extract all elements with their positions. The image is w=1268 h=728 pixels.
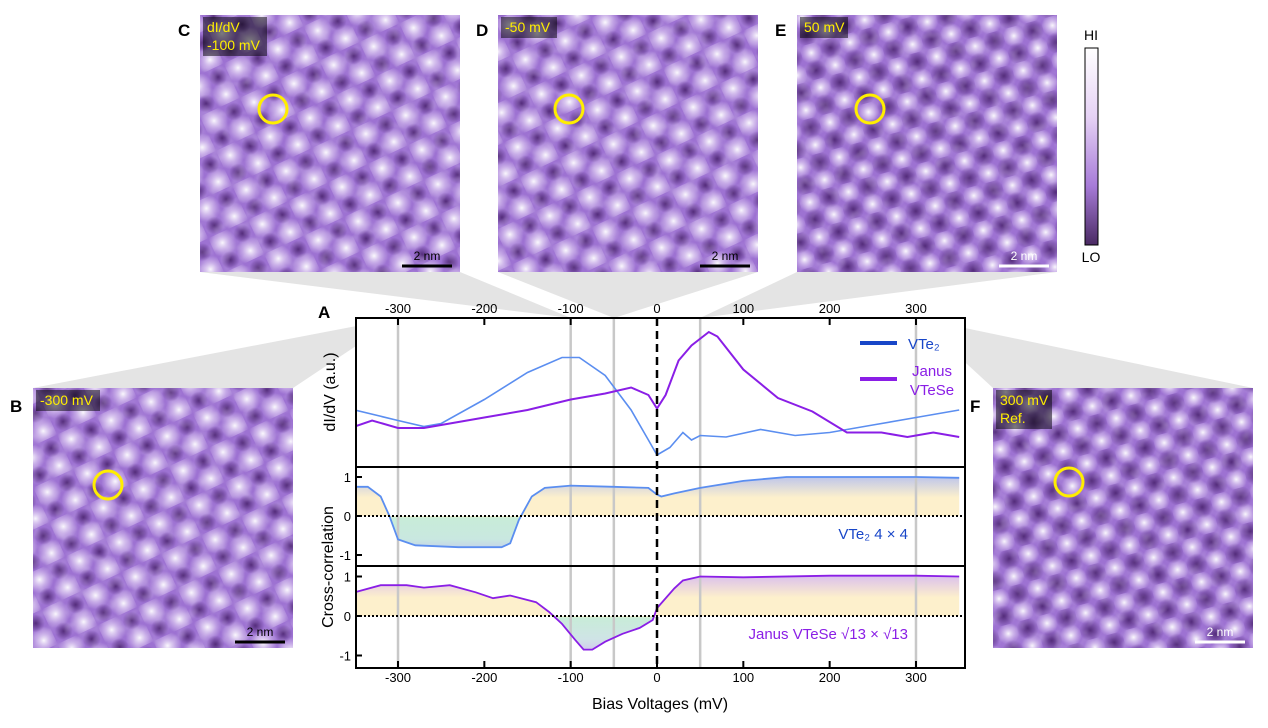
map-noise [797,15,1057,272]
scale-bar-label: 2 nm [1011,249,1038,263]
map-label-box [800,17,848,38]
map-label: 300 mV [1000,392,1049,408]
stm-map-d: -50 mV 2 nm D [476,15,758,272]
spectra-plot: -300-300-200-200-100-1000010010020020030… [320,301,966,713]
annotation-vte2: VTe₂ 4 × 4 [838,526,908,543]
y-axis-label-cross-correlation: Cross-correlation [320,506,337,628]
highlight-circle [257,93,289,125]
y-axis-label-didv: dI/dV (a.u.) [322,352,339,431]
map-label-box [36,390,100,411]
panel-letter-a: A [318,303,330,322]
funnel-c [200,272,571,318]
map-label: Ref. [1000,410,1026,426]
map-label: 50 mV [804,19,845,35]
y-tick-label: 0 [344,509,351,524]
x-tick-label-bottom: -100 [558,670,584,685]
stm-map-c: dI/dV -100 mV 2 nm C [178,15,460,272]
x-axis-label: Bias Voltages (mV) [592,696,728,713]
legend: VTe₂ Janus VTeSe [860,336,954,399]
highlight-circle [854,93,886,125]
funnel-b [33,318,398,388]
funnel-f [917,318,1253,388]
x-tick-label-top: 100 [732,301,754,316]
colorbar-low: LO [1082,249,1101,265]
x-tick-label-top: -300 [385,301,411,316]
plot-frame [355,317,966,669]
scale-bar-label: 2 nm [1207,625,1234,639]
panel-letter-b: B [10,397,22,416]
map-label: dI/dV [207,19,240,35]
scale-bar-label: 2 nm [247,625,274,639]
x-tick-label-bottom: 100 [732,670,754,685]
x-tick-label-bottom: 300 [905,670,927,685]
map-label-box [996,390,1052,429]
highlight-circle [92,469,124,501]
annotation-janus: Janus VTeSe √13 × √13 [749,626,909,643]
correlation-curve-vte2 [356,476,960,549]
stm-map-e: 50 mV 2 nm E [775,15,1057,272]
panel-letter-c: C [178,21,190,40]
x-tick-label-top: 0 [653,301,660,316]
x-tick-label-top: 300 [905,301,927,316]
x-tick-label-bottom: 0 [653,670,660,685]
map-label: -100 mV [207,37,261,53]
stm-map-b: -300 mV 2 nm B [10,388,293,648]
x-tick-label-top: -200 [471,301,497,316]
funnel-d [498,272,758,318]
connector-funnels [33,272,1253,388]
stm-map-f: 300 mV Ref. 2 nm F [970,388,1253,648]
correlation-curve-janus [356,574,960,651]
y-tick-label: -1 [339,548,351,563]
y-tick-label: 1 [344,470,351,485]
x-tick-label-bottom: 200 [819,670,841,685]
y-tick-label: 0 [344,609,351,624]
x-tick-label-top: 200 [819,301,841,316]
colorbar-scale [1084,47,1099,246]
panel-letter-e: E [775,21,786,40]
scale-bar-label: 2 nm [414,249,441,263]
didv-curve-janus [356,330,960,439]
map-label: -50 mV [505,19,551,35]
map-label-box [501,17,557,38]
highlight-circle [553,93,585,125]
funnel-e [700,272,1057,318]
colorbar-high: HI [1084,27,1098,43]
x-tick-label-bottom: -300 [385,670,411,685]
x-tick-label-bottom: -200 [471,670,497,685]
x-tick-label-top: -100 [558,301,584,316]
map-label-box [203,17,267,56]
correlation-fill-janus [356,575,960,650]
correlation-fill-vte2 [356,477,960,548]
y-tick-label: -1 [339,649,351,664]
scale-bar-label: 2 nm [712,249,739,263]
y-tick-label: 1 [344,570,351,585]
legend-label-vte2: VTe₂ [908,336,940,353]
legend-label-janus-2: VTeSe [910,382,954,399]
map-label: -300 mV [40,392,94,408]
map-noise [33,388,293,648]
panel-letter-f: F [970,397,980,416]
map-noise [498,15,758,272]
colorbar: HI LO [1082,27,1101,265]
legend-label-janus-1: Janus [912,363,952,380]
panel-letter-d: D [476,21,488,40]
map-noise [200,15,460,272]
map-noise [993,388,1253,648]
highlight-circle [1053,466,1085,498]
